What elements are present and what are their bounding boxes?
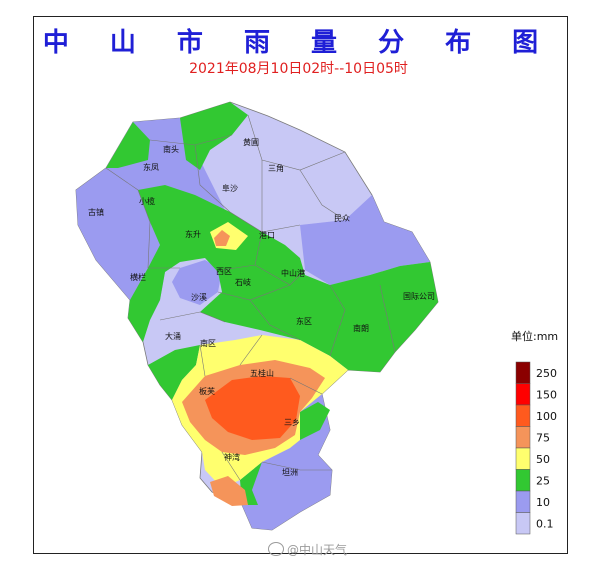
- zone-75mm: [214, 230, 230, 246]
- legend-label-2: 100: [536, 410, 557, 423]
- place-label-wuguishan: 五桂山: [250, 368, 274, 378]
- place-label-fusha: 阜沙: [222, 183, 238, 193]
- legend-swatch-3: [515, 426, 531, 449]
- place-label-minzhong: 民众: [334, 214, 350, 223]
- zone-100mm: [205, 376, 300, 440]
- legend-swatch-1: [515, 383, 531, 406]
- map-title: 中 山 市 雨 量 分 布 图: [42, 28, 555, 58]
- legend-unit-label: 单位:mm: [511, 330, 559, 343]
- legend-label-4: 50: [536, 453, 550, 466]
- legend-swatch-7: [515, 512, 531, 535]
- zone-25mm: [106, 122, 150, 168]
- legend-swatch-0: [515, 361, 531, 384]
- place-label-henglan: 横栏: [130, 272, 146, 282]
- place-label-shiqi: 石岐: [235, 277, 251, 287]
- place-label-nanlang: 南朗: [353, 323, 369, 333]
- place-label-dayong: 大涌: [165, 331, 181, 341]
- place-label-gangkou: 港口: [259, 230, 275, 240]
- legend-swatch-2: [515, 404, 531, 427]
- place-label-sanjiao: 三角: [268, 163, 284, 173]
- zone-25mm: [180, 102, 248, 170]
- place-label-guojiagongsi: 国际公司: [403, 292, 435, 301]
- zone-75mm: [210, 476, 248, 506]
- place-label-dongfeng: 东凤: [143, 162, 159, 172]
- zone-25mm: [128, 185, 438, 372]
- place-label-banfu: 板芙: [199, 386, 215, 396]
- place-label-dongqu: 东区: [296, 316, 312, 326]
- weibo-icon: [268, 542, 284, 556]
- place-label-huangpu: 黄圃: [243, 137, 259, 147]
- zone-25mm: [148, 345, 200, 400]
- place-label-xiqu: 西区: [216, 267, 232, 276]
- legend-label-3: 75: [536, 431, 550, 444]
- place-label-guzhen: 古镇: [88, 207, 104, 217]
- legend-label-0: 250: [536, 367, 557, 380]
- legend-swatch-6: [515, 490, 531, 513]
- legend-label-7: 0.1: [536, 517, 554, 530]
- legend-swatch-4: [515, 447, 531, 470]
- zone-25mm: [300, 402, 330, 440]
- place-label-shenwan: 神湾: [224, 452, 240, 462]
- place-label-nantou: 南头: [163, 144, 179, 154]
- place-label-shaxi: 沙溪: [191, 292, 207, 302]
- legend-swatch-5: [515, 469, 531, 492]
- legend-label-5: 25: [536, 474, 550, 487]
- watermark-text: @中山天气: [287, 543, 348, 557]
- watermark: @中山天气: [268, 541, 347, 558]
- place-label-dongsheng: 东升: [185, 229, 201, 239]
- legend-label-6: 10: [536, 496, 550, 509]
- place-label-sanxiang: 三乡: [284, 418, 300, 427]
- place-label-xiaolan: 小榄: [139, 196, 155, 206]
- legend-label-1: 150: [536, 388, 557, 401]
- map-subtitle: 2021年08月10日02时--10日05时: [189, 61, 408, 77]
- zone-10mm: [172, 260, 222, 305]
- place-label-zhongshangang: 中山港: [281, 268, 305, 278]
- zone-10mm: [300, 195, 430, 285]
- place-label-nanqu: 南区: [200, 338, 216, 348]
- legend: 250 150 100 75 50 25 10 0.1: [515, 361, 557, 535]
- district-boundaries: [105, 114, 396, 481]
- place-label-tanzhou: 坦洲: [282, 468, 298, 477]
